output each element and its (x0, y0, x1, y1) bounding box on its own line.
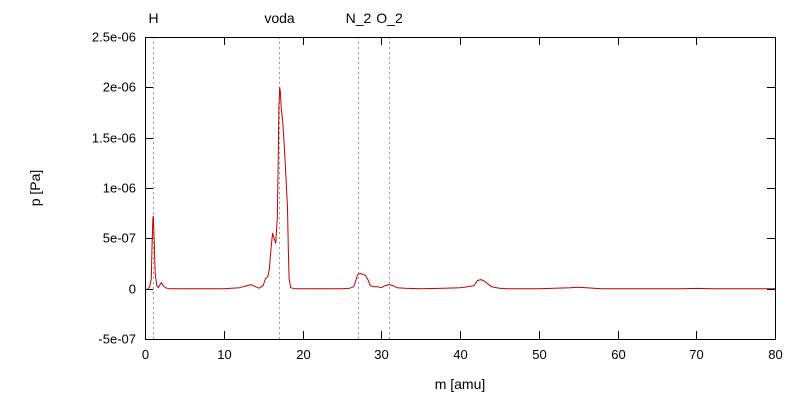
x-tick-label: 70 (689, 347, 703, 362)
marker-label: voda (264, 10, 295, 26)
x-tick-label: 20 (296, 347, 310, 362)
x-tick-label: 30 (374, 347, 388, 362)
y-tick-label: 1.5e-06 (92, 131, 136, 146)
plot-frame (145, 37, 776, 340)
y-tick-label: 1e-06 (103, 181, 136, 196)
y-tick-label: 0 (129, 282, 136, 297)
marker-label: N_2 (346, 10, 372, 26)
series-line (144, 86, 775, 291)
y-tick-label: -5e-07 (98, 332, 136, 347)
y-tick-label: 2e-06 (103, 80, 136, 95)
x-tick-label: 0 (142, 347, 149, 362)
marker-label: O_2 (376, 10, 403, 26)
axis-ticks (145, 37, 776, 340)
marker-guides (153, 37, 390, 339)
x-tick-label: 60 (611, 347, 625, 362)
marker-label: H (148, 10, 158, 26)
x-tick-label: 40 (453, 347, 467, 362)
x-tick-label: 10 (217, 347, 231, 362)
x-tick-label: 50 (532, 347, 546, 362)
y-tick-label: 5e-07 (103, 231, 136, 246)
x-tick-label: 80 (768, 347, 782, 362)
y-axis-label: p [Pa] (27, 170, 43, 207)
tick-labels: 0 10 20 30 40 50 60 70 80 -5e-07 0 5e-07 1e-06 1.5e-0… (92, 30, 783, 363)
series-layer (144, 86, 775, 291)
y-tick-label: 2.5e-06 (92, 30, 136, 45)
x-axis-label: m [amu] (435, 376, 486, 392)
